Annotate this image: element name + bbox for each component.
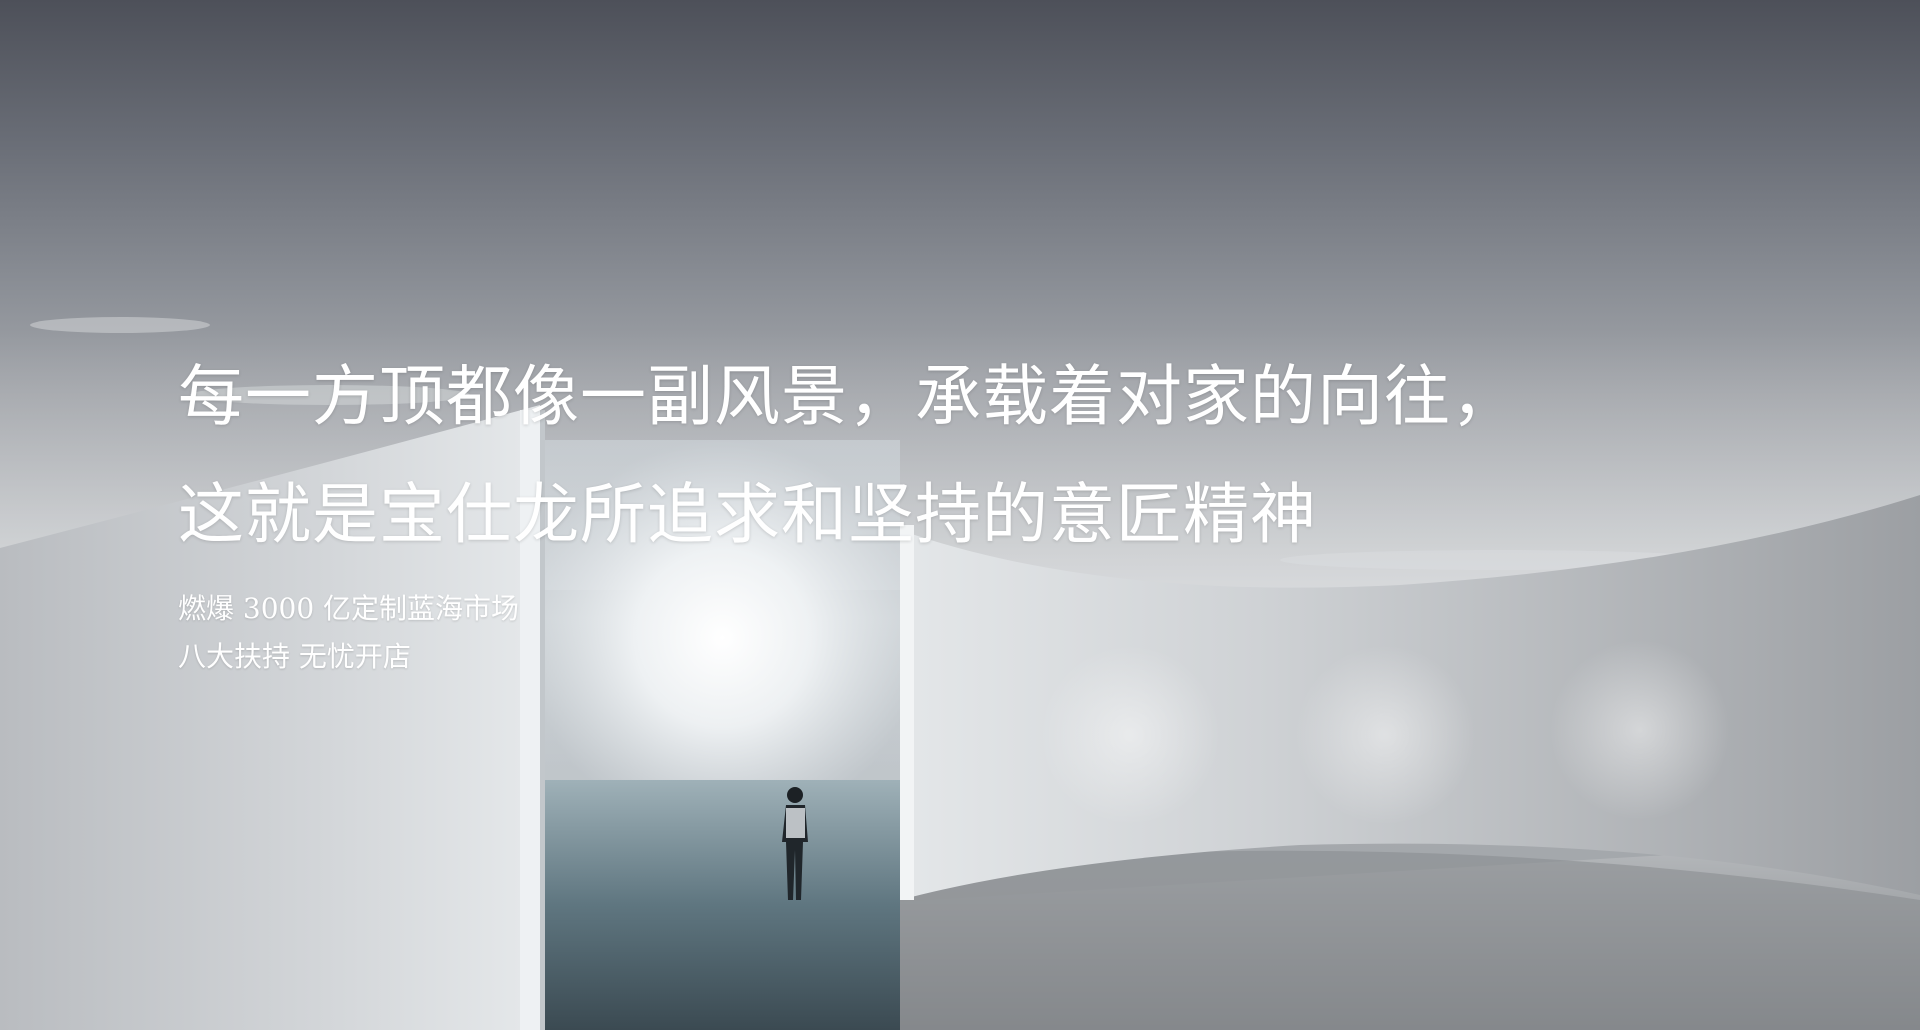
hero-headline-line-2: 这就是宝仕龙所追求和坚持的意匠精神 xyxy=(178,476,1317,553)
hero-subline-line-1: 燃爆 3000 亿定制蓝海市场 xyxy=(178,592,520,625)
hero-headline: 每一方顶都像一副风景，承载着对家的向往， 这就是宝仕龙所追求和坚持的意匠精神 xyxy=(178,338,1518,574)
hero-subline: 燃爆 3000 亿定制蓝海市场 八大扶持 无忧开店 xyxy=(178,585,519,681)
hero-headline-line-1: 每一方顶都像一副风景，承载着对家的向往， xyxy=(178,358,1518,435)
hero-subline-line-2: 八大扶持 无忧开店 xyxy=(178,640,411,673)
